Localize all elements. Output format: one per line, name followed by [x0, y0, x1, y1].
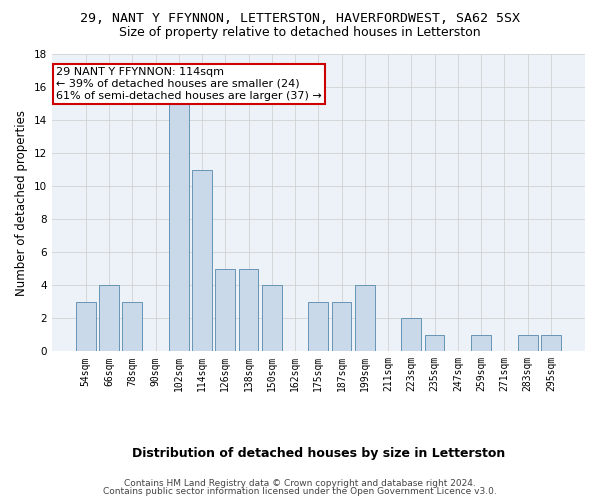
Bar [192, 170, 212, 352]
Bar [425, 335, 445, 351]
X-axis label: Distribution of detached houses by size in Letterston: Distribution of detached houses by size … [132, 447, 505, 460]
Bar [239, 268, 259, 351]
Bar [541, 335, 561, 351]
Bar [332, 302, 352, 352]
Bar [518, 335, 538, 351]
Y-axis label: Number of detached properties: Number of detached properties [15, 110, 28, 296]
Bar [215, 268, 235, 351]
Bar [169, 104, 188, 352]
Bar [99, 286, 119, 352]
Bar [308, 302, 328, 352]
Text: 29, NANT Y FFYNNON, LETTERSTON, HAVERFORDWEST, SA62 5SX: 29, NANT Y FFYNNON, LETTERSTON, HAVERFOR… [80, 12, 520, 26]
Bar [76, 302, 95, 352]
Text: Contains HM Land Registry data © Crown copyright and database right 2024.: Contains HM Land Registry data © Crown c… [124, 478, 476, 488]
Bar [355, 286, 375, 352]
Bar [262, 286, 282, 352]
Text: Size of property relative to detached houses in Letterston: Size of property relative to detached ho… [119, 26, 481, 39]
Text: Contains public sector information licensed under the Open Government Licence v3: Contains public sector information licen… [103, 487, 497, 496]
Bar [401, 318, 421, 352]
Bar [122, 302, 142, 352]
Bar [471, 335, 491, 351]
Text: 29 NANT Y FFYNNON: 114sqm
← 39% of detached houses are smaller (24)
61% of semi-: 29 NANT Y FFYNNON: 114sqm ← 39% of detac… [56, 68, 322, 100]
